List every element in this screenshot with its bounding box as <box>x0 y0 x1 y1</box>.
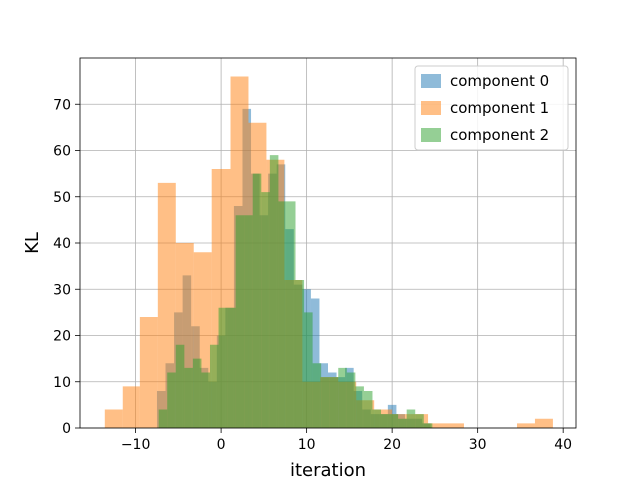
histogram-bar <box>406 409 416 428</box>
legend-label: component 1 <box>450 99 549 117</box>
y-tick-label: 70 <box>53 97 71 113</box>
histogram-bar <box>209 344 219 428</box>
x-tick-label: 0 <box>217 437 226 453</box>
histogram-bar <box>363 391 373 428</box>
histogram-bar <box>398 418 407 428</box>
histogram-bar <box>104 409 123 428</box>
histogram-bar <box>201 372 210 428</box>
histogram-bar <box>329 377 339 428</box>
legend-label: component 2 <box>450 126 549 144</box>
histogram-bar <box>158 409 168 428</box>
legend-box <box>414 65 569 151</box>
histogram-bar <box>122 386 140 428</box>
x-tick-label: 40 <box>554 437 572 453</box>
y-tick-label: 40 <box>53 236 71 252</box>
y-tick-label: 50 <box>53 190 71 206</box>
histogram-bar <box>446 423 464 428</box>
axes-layer: −10 0 10 20 30 40 0 10 20 30 40 50 60 70 <box>53 57 577 453</box>
histogram-bar <box>218 307 228 428</box>
histogram-bar <box>261 192 270 428</box>
histogram-bar <box>534 418 553 428</box>
histogram-bar <box>516 423 535 428</box>
series-2 <box>158 155 433 428</box>
y-axis-label: KL <box>22 232 43 254</box>
histogram-bar <box>184 367 193 428</box>
histogram-bar <box>346 372 356 428</box>
x-tick-label: 30 <box>469 437 487 453</box>
histogram-bar <box>278 201 287 428</box>
y-tick-label: 30 <box>53 282 71 298</box>
histogram-bar <box>175 344 185 428</box>
legend: component 0 component 1 component 2 <box>414 65 569 151</box>
histogram-bar <box>423 423 433 428</box>
histogram-bar <box>167 372 176 428</box>
histogram-bar <box>381 414 390 428</box>
histogram-bar <box>389 414 399 428</box>
legend-swatch <box>421 74 441 88</box>
x-axis-label: iteration <box>290 460 366 480</box>
histogram-bar <box>269 155 279 428</box>
bars-layer <box>104 76 553 428</box>
x-tick-label: 10 <box>298 437 316 453</box>
histogram-bar <box>192 358 202 428</box>
histogram-bar <box>252 173 262 428</box>
x-tick-label: 20 <box>383 437 401 453</box>
legend-label: component 0 <box>450 72 549 90</box>
histogram-bar <box>139 317 158 428</box>
histogram-bar <box>286 201 296 428</box>
histogram-bar <box>304 312 313 428</box>
y-tick-label: 0 <box>62 421 71 437</box>
histogram-bar <box>312 363 322 428</box>
histogram-bar <box>157 182 176 428</box>
histogram-bar <box>415 414 424 428</box>
histogram-bar <box>321 377 330 428</box>
y-tick-label: 20 <box>53 329 71 345</box>
histogram-bar <box>338 367 347 428</box>
histogram-bar <box>244 215 253 428</box>
legend-swatch <box>421 128 441 142</box>
y-tick-label: 60 <box>53 144 71 160</box>
histogram-bar <box>355 386 364 428</box>
histogram-bar <box>227 307 236 428</box>
x-tick-label: −10 <box>121 437 151 453</box>
y-tick-label: 10 <box>53 375 71 391</box>
histogram-bar <box>295 280 305 428</box>
legend-swatch <box>421 101 441 115</box>
histogram-bar <box>372 409 382 428</box>
histogram-bar <box>428 423 447 428</box>
histogram-bar <box>235 215 245 428</box>
